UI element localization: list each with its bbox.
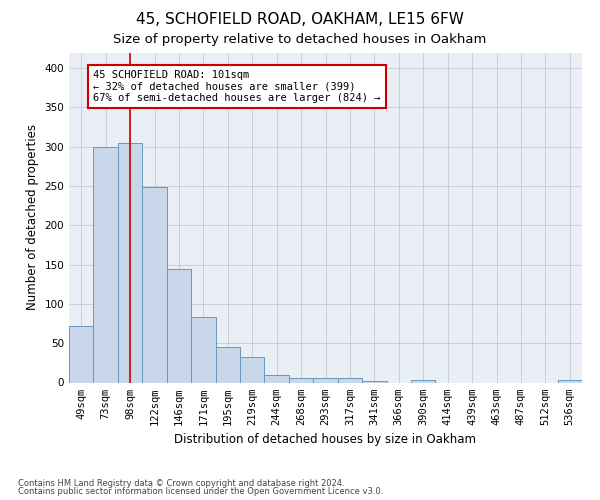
Bar (191, 318, 215, 382)
Bar (411, 380, 436, 382)
Bar (557, 380, 582, 382)
Bar (362, 381, 386, 382)
Bar (118, 143, 142, 382)
Text: Size of property relative to detached houses in Oakham: Size of property relative to detached ho… (113, 32, 487, 46)
Bar (69, 326, 94, 382)
Bar (240, 356, 265, 382)
Text: Contains HM Land Registry data © Crown copyright and database right 2024.: Contains HM Land Registry data © Crown c… (18, 478, 344, 488)
Bar (265, 376, 289, 382)
Text: 45 SCHOFIELD ROAD: 101sqm
← 32% of detached houses are smaller (399)
67% of semi: 45 SCHOFIELD ROAD: 101sqm ← 32% of detac… (94, 70, 381, 103)
Bar (167, 268, 191, 382)
Bar (289, 378, 313, 382)
Y-axis label: Number of detached properties: Number of detached properties (26, 124, 39, 310)
Bar (215, 347, 240, 382)
Text: 45, SCHOFIELD ROAD, OAKHAM, LE15 6FW: 45, SCHOFIELD ROAD, OAKHAM, LE15 6FW (136, 12, 464, 28)
Bar (338, 378, 362, 382)
Text: Contains public sector information licensed under the Open Government Licence v3: Contains public sector information licen… (18, 487, 383, 496)
Bar (313, 378, 338, 382)
Bar (142, 187, 167, 382)
Bar (94, 147, 118, 382)
X-axis label: Distribution of detached houses by size in Oakham: Distribution of detached houses by size … (175, 433, 476, 446)
